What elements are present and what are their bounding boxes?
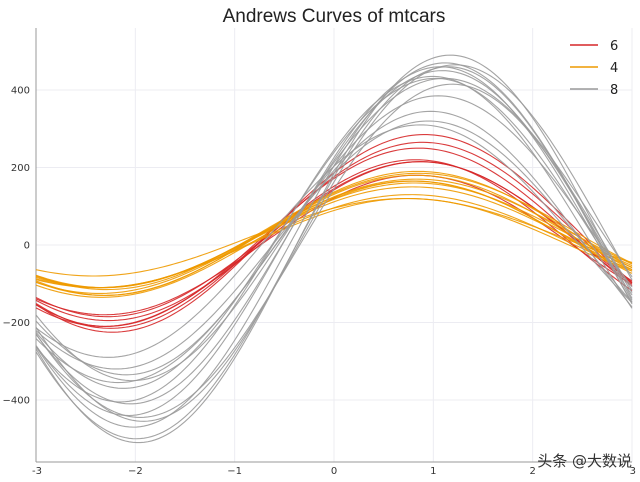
curve-class-8 [35,124,633,358]
grid-lines [35,28,633,462]
curve-class-8 [35,83,633,418]
curve-class-8 [35,64,633,422]
series-4 [35,170,633,298]
curve-class-4 [35,172,633,291]
curve-class-8 [35,120,633,370]
y-tick-label: 400 [11,86,30,97]
watermark-text: 头条 @大数说 [537,452,632,470]
series-8 [35,54,633,444]
x-tick-label: 2 [529,466,535,477]
curve-class-8 [35,77,633,382]
y-tick-label: −400 [3,396,30,407]
x-tick-label: −1 [227,466,242,477]
chart-title: Andrews Curves of mtcars [223,6,446,27]
x-tick-label: 3 [630,466,636,477]
tick-labels: -3 −2 −1 0 1 2 3 −400 −200 0 200 400 [3,86,636,478]
curve-class-4 [35,197,633,289]
curve-class-8 [35,75,633,403]
curve-class-6 [35,147,633,327]
x-tick-label: −2 [128,466,143,477]
x-tick-label: 0 [331,466,337,477]
curve-class-4 [35,197,633,277]
legend: 6 4 8 [570,39,618,98]
y-tick-label: 200 [11,163,30,174]
y-tick-label: 0 [24,241,30,252]
curve-class-4 [35,170,633,296]
x-tick-label: 1 [430,466,436,477]
legend-label-6: 6 [610,39,618,54]
curve-class-4 [35,180,633,298]
y-tick-label: −200 [3,318,30,329]
legend-label-8: 8 [610,83,618,98]
curve-class-8 [35,66,633,440]
x-tick-label: -3 [32,466,42,477]
curves [35,54,633,444]
axes [35,28,632,463]
curve-class-8 [35,77,633,389]
legend-label-4: 4 [610,61,618,76]
curve-class-8 [35,66,633,417]
